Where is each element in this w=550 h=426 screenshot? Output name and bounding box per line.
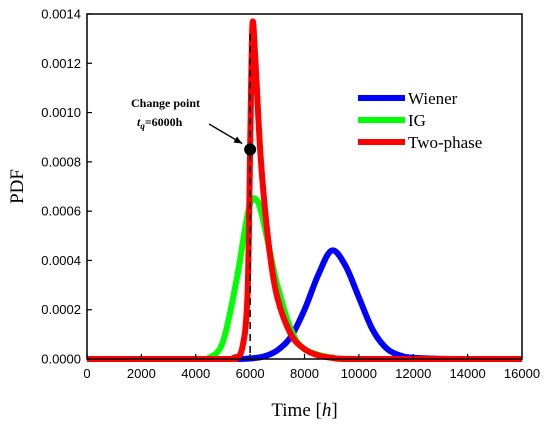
legend-label: Wiener — [408, 89, 458, 108]
x-axis-title-unit: h — [322, 400, 332, 421]
x-tick-label: 6000 — [236, 366, 265, 381]
x-axis-title-close: ] — [331, 400, 337, 421]
y-tick-label: 0.0004 — [41, 253, 81, 268]
change-point-annotation: Change point tq=6000h — [131, 34, 257, 359]
change-point-value-text: =6000h — [145, 115, 183, 129]
y-tick-label: 0.0010 — [41, 105, 81, 120]
y-tick-label: 0.0008 — [41, 154, 81, 169]
legend: Wiener IG Two-phase — [358, 89, 482, 152]
change-point-var: t — [137, 115, 141, 129]
x-tick-label: 16000 — [504, 366, 540, 381]
series-line-two-phase — [87, 18, 522, 363]
y-tick-label: 0.0012 — [41, 56, 81, 71]
x-tick-label: 14000 — [450, 366, 486, 381]
legend-label: Two-phase — [408, 133, 482, 152]
x-tick-label: 2000 — [127, 366, 156, 381]
change-point-sub: q — [140, 121, 145, 131]
x-tick-label: 0 — [83, 366, 90, 381]
legend-label: IG — [408, 111, 426, 130]
y-axis-title: PDF — [7, 169, 28, 204]
y-tick-label: 0.0002 — [41, 302, 81, 317]
axis-ticks: 0 2000 4000 6000 8000 10000 12000 14000 16000 0.0… — [41, 7, 540, 382]
change-point-arrowhead — [233, 136, 243, 144]
x-axis-title-open: [ — [316, 400, 322, 421]
x-axis-title: Time [h] — [271, 400, 337, 421]
x-axis-title-main: Time — [271, 400, 315, 421]
x-tick-label: 8000 — [290, 366, 319, 381]
change-point-value: tq=6000h — [137, 115, 183, 131]
x-tick-label: 10000 — [341, 366, 377, 381]
series-line-ig — [87, 195, 522, 363]
series-lines — [87, 18, 522, 363]
y-tick-label: 0.0000 — [41, 352, 81, 367]
x-tick-label: 4000 — [181, 366, 210, 381]
change-point-label: Change point — [131, 96, 200, 110]
y-tick-label: 0.0006 — [41, 204, 81, 219]
y-tick-label: 0.0014 — [41, 7, 81, 22]
change-point-marker — [244, 143, 257, 156]
x-tick-label: 12000 — [395, 366, 431, 381]
